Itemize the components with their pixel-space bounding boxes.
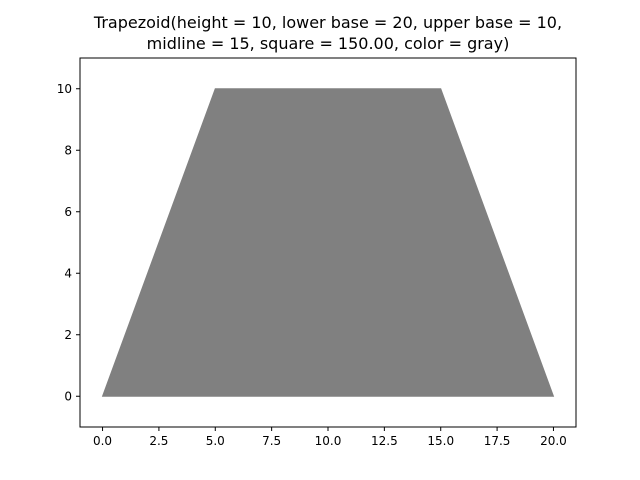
y-tick-label: 8 [64, 143, 72, 157]
x-tick-label: 7.5 [262, 434, 281, 448]
plot-area [101, 88, 555, 397]
y-tick-label: 4 [64, 266, 72, 280]
x-tick-label: 17.5 [484, 434, 511, 448]
x-tick-label: 12.5 [371, 434, 398, 448]
y-axis: 0 2 4 6 8 10 [57, 82, 80, 403]
x-tick-label: 15.0 [427, 434, 454, 448]
x-tick-label: 5.0 [206, 434, 225, 448]
x-tick-label: 20.0 [540, 434, 567, 448]
chart-title: Trapezoid(height = 10, lower base = 20, … [93, 13, 562, 53]
y-tick-label: 10 [57, 82, 72, 96]
chart-title-line-2: midline = 15, square = 150.00, color = g… [147, 34, 510, 53]
y-tick-label: 0 [64, 389, 72, 403]
y-tick-label: 2 [64, 328, 72, 342]
trapezoid-shape [101, 88, 555, 397]
x-tick-label: 10.0 [315, 434, 342, 448]
y-tick-label: 6 [64, 205, 72, 219]
chart-title-line-1: Trapezoid(height = 10, lower base = 20, … [93, 13, 562, 32]
x-tick-label: 2.5 [149, 434, 168, 448]
x-axis: 0.0 2.5 5.0 7.5 10.0 12.5 15.0 17.5 20.0 [93, 427, 567, 448]
x-tick-label: 0.0 [93, 434, 112, 448]
